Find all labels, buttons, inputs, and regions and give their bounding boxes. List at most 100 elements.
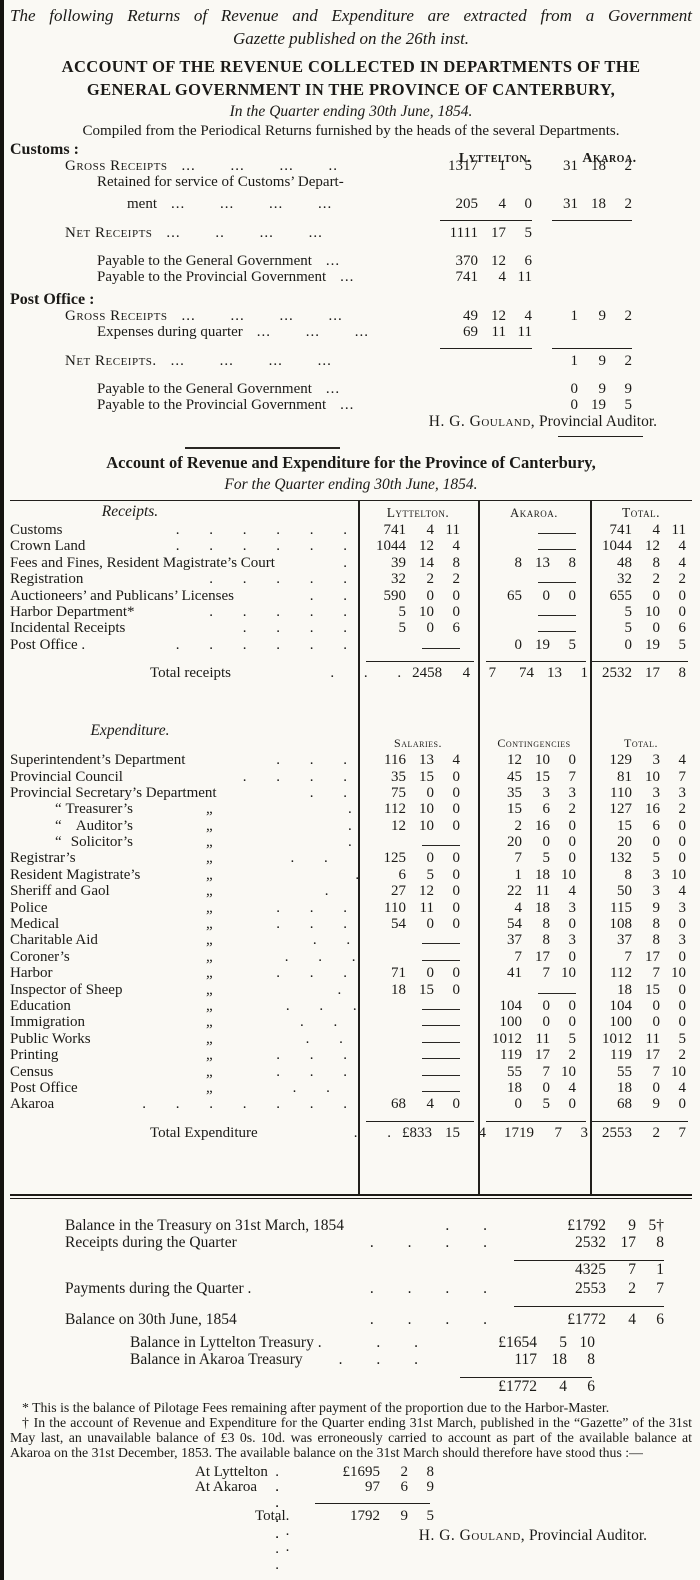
amount-col3: 127 16 2	[590, 801, 692, 817]
money-part: 741	[609, 522, 633, 538]
table-row: Printing „ . . . 119 17 2 119 17 2	[10, 1047, 692, 1063]
corrected-balance-row: At Akaroa. . . . . . 97 6 9	[10, 1479, 692, 1573]
money-part: 112	[610, 965, 632, 982]
money-part: 2	[624, 158, 633, 174]
account1-title: ACCOUNT OF THE REVENUE COLLECTED IN DEPA…	[10, 55, 692, 101]
money-part: 12	[491, 253, 506, 269]
money-part: 2	[624, 308, 633, 324]
lyttelton-amount: 49 12 4	[417, 308, 534, 324]
money-part: 2	[652, 1124, 661, 1141]
row-label: Gross Receipts ... ... ... ..	[10, 158, 417, 174]
money-part: 1	[570, 353, 579, 369]
money-part: 7	[678, 768, 687, 785]
money-part: 0	[568, 916, 577, 933]
row-label-text: Resident Magistrate’s	[10, 866, 141, 883]
money-part: 9	[598, 353, 607, 369]
amount-col2: 0 19 5	[478, 637, 590, 653]
column-header-salaries: Salaries.	[394, 736, 442, 751]
money-part: 5	[678, 636, 687, 653]
money-part: 17	[535, 948, 550, 965]
money-part: 0	[652, 587, 661, 604]
row-label: At Akaroa	[195, 1479, 258, 1496]
amount-col2: 4 18 3	[478, 900, 590, 916]
row-label-text: Gross Receipts	[65, 158, 168, 174]
money-part: 2458	[412, 665, 443, 682]
money-part: 0	[568, 587, 577, 604]
balance-amount: 2553 2 7	[504, 1280, 664, 1297]
sum-rule-cell	[417, 348, 534, 349]
row-label: Customs . . . . . .	[10, 522, 358, 538]
row-label: Expenses during quarter ... ... ...	[10, 324, 417, 340]
amount-col1: 71 0 0	[358, 965, 478, 981]
money-part: 0	[568, 1014, 577, 1031]
ditto-mark: „	[206, 883, 213, 900]
money-part: 0	[678, 587, 687, 604]
amount-col1	[358, 1074, 478, 1080]
compiled-note: Compiled from the Periodical Returns fur…	[82, 123, 620, 139]
ditto-mark: „	[206, 1030, 213, 1047]
amount-col3: 37 8 3	[590, 932, 692, 948]
money-part: 1719	[504, 1124, 534, 1141]
money-part: 3	[652, 883, 661, 900]
money-part: 15	[645, 981, 660, 998]
money-part: 17	[535, 1047, 550, 1064]
lyttelton-amount: 69 11 11	[417, 324, 534, 340]
table-header-row: Expenditure. Salaries. Contingencies Total.	[10, 718, 692, 752]
sum-rule-line	[315, 1502, 430, 1504]
money-part: 7	[542, 1063, 551, 1080]
money-part: 27	[391, 883, 406, 900]
money-part: 12	[419, 538, 434, 555]
amount-col1: 5 10 0	[358, 604, 478, 620]
corrected-amount: 97 6 9	[294, 1480, 434, 1496]
ditto-open-quote: “	[55, 817, 62, 834]
money-part: 55	[617, 1063, 632, 1080]
dot-leader: . . .	[276, 916, 348, 933]
table-row: Inspector of Sheep „ . . . 18 15 0 18 15 0	[10, 982, 692, 998]
dot-leader: . . .	[324, 883, 358, 900]
nil-dash	[422, 943, 460, 945]
money-part: 132	[609, 850, 633, 867]
money-part: 18	[591, 196, 606, 212]
money-part: 110	[384, 899, 406, 916]
footnote-star: * This is the balance of Pilotage Fees r…	[22, 1399, 610, 1415]
amount-col2: 1719 7 3	[504, 1122, 602, 1144]
row-label: Sheriff and Gaol „ . . .	[10, 883, 358, 899]
money-part: 6	[452, 620, 461, 637]
balance-row: Balance on 30th June, 1854 . . . . £1772 4 6	[10, 1311, 692, 1328]
dot-leader: ...	[325, 381, 341, 397]
money-part: 10	[671, 1063, 686, 1080]
post-office-heading-text: Post Office :	[10, 291, 95, 308]
money-part: 8	[678, 665, 687, 682]
row-label: Registration . . . . .	[10, 571, 358, 587]
dot-leader: ...	[340, 269, 355, 285]
sum-rule-cell	[358, 1120, 478, 1122]
money-part: 5	[568, 636, 577, 653]
row-label-text: Payable to the Provincial Government	[97, 397, 327, 413]
sum-rule-line	[486, 661, 586, 663]
money-part: 2553	[575, 1279, 606, 1297]
money-part: 4	[498, 269, 507, 285]
money-part: 0	[452, 784, 461, 801]
money-part: 0	[452, 587, 461, 604]
money-part: 0	[452, 981, 461, 998]
dot-leader: ... ... ... ...	[170, 353, 332, 369]
table-row: Registration. . . . . 32 2 2 32 2 2	[10, 571, 692, 587]
money-part: 3	[568, 899, 577, 916]
dot-leader: . . .	[284, 948, 357, 965]
money-part: 14	[419, 554, 434, 571]
money-part: 8	[542, 932, 551, 949]
money-part: 17	[645, 1047, 660, 1064]
account1-title-line1: ACCOUNT OF THE REVENUE COLLECTED IN DEPA…	[61, 57, 641, 76]
dot-leader: . . .	[338, 1350, 419, 1368]
amount-col2: 18 0 4	[478, 1080, 590, 1096]
money-part: 129	[609, 752, 633, 769]
money-part: 37	[507, 932, 522, 949]
row-label: Education „ . . .	[10, 998, 358, 1014]
money-part: 4	[426, 1096, 435, 1113]
row-label-text: Incidental Receipts	[10, 620, 126, 637]
money-part: 4	[678, 1079, 687, 1096]
amount-col2	[478, 533, 590, 538]
